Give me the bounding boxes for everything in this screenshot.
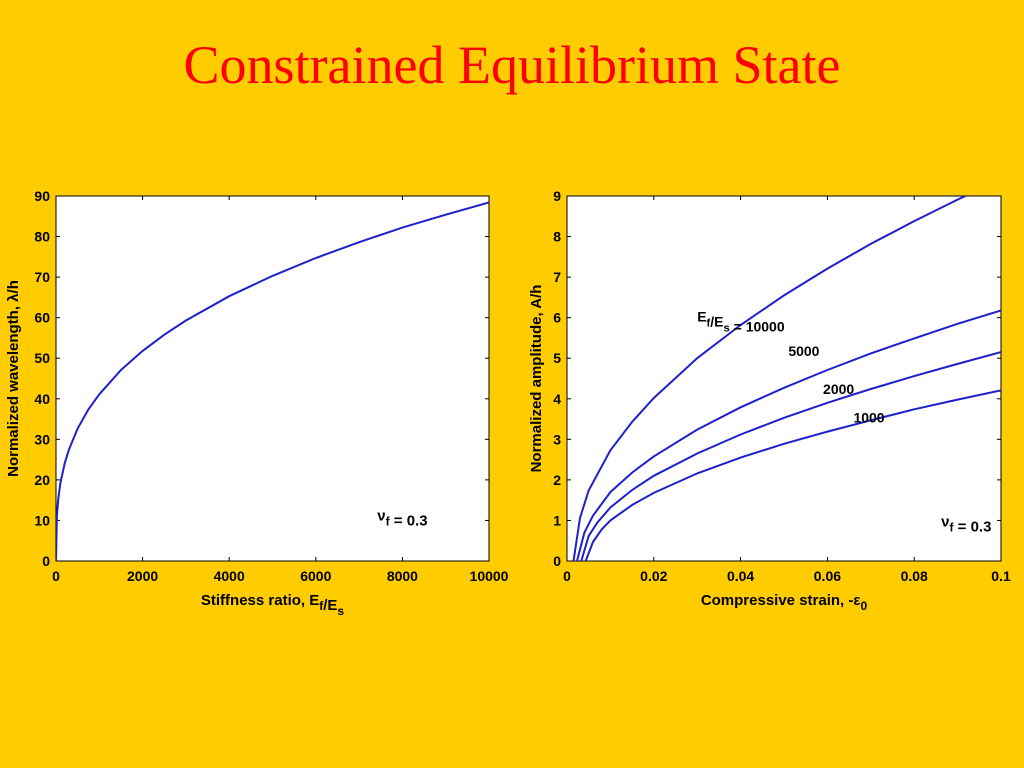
slide-title: Constrained Equilibrium State <box>183 35 841 95</box>
chart-2: 0 0.02 0.04 0.06 0.08 0.1 0 1 2 3 4 5 6 7 8 9 Compressiv… <box>528 188 1011 613</box>
y-tick-label: 30 <box>34 431 50 447</box>
y-tick-label: 6 <box>553 310 561 326</box>
y-tick-label: 5 <box>553 350 561 366</box>
y-tick-label: 2 <box>553 472 561 488</box>
y-tick-label: 7 <box>553 269 561 285</box>
x-axis-label: Compressive strain, -ε0 <box>701 592 868 613</box>
x-tick-label: 0.04 <box>727 568 754 584</box>
y-tick-label: 70 <box>34 269 50 285</box>
y-tick-label: 3 <box>553 431 561 447</box>
series-label-4: 1000 <box>853 409 884 425</box>
x-axis-label: Stiffness ratio, Ef/Es <box>201 592 345 618</box>
y-tick-label: 8 <box>553 229 561 245</box>
y-axis-label: Normalized amplitude, A/h <box>528 285 545 473</box>
y-tick-label: 4 <box>553 391 561 407</box>
x-tick-label: 0.02 <box>640 568 667 584</box>
y-axis-label: Normalized wavelength, λ/h <box>5 280 22 477</box>
series-line-4 <box>584 389 1001 561</box>
y-tick-label: 20 <box>34 472 50 488</box>
x-tick-label: 2000 <box>127 568 158 584</box>
plot-area <box>55 195 490 562</box>
x-tick-label: 0.1 <box>991 568 1011 584</box>
annotation: νf = 0.3 <box>377 507 427 529</box>
x-tick-label: 0 <box>563 568 571 584</box>
y-tick-label: 10 <box>34 512 50 528</box>
series-line-3 <box>580 351 1001 561</box>
x-tick-label: 0 <box>52 568 60 584</box>
series-label-2: 5000 <box>788 343 819 359</box>
chart-1: 0 2000 4000 6000 8000 10000 0 10 20 30 40 50 60 70 80 9… <box>5 188 509 618</box>
y-tick-label: 0 <box>553 553 561 569</box>
x-tick-label: 0.06 <box>814 568 841 584</box>
series-label-1: Ef/Es = 10000 <box>697 309 785 335</box>
x-tick-label: 0.08 <box>901 568 928 584</box>
y-tick-label: 1 <box>553 512 561 528</box>
x-tick-label: 6000 <box>300 568 331 584</box>
plot-area <box>566 195 1002 562</box>
x-tick-label: 8000 <box>387 568 418 584</box>
y-tick-label: 40 <box>34 391 50 407</box>
x-tick-label: 10000 <box>470 568 509 584</box>
y-tick-label: 80 <box>34 229 50 245</box>
annotation: νf = 0.3 <box>941 514 991 536</box>
y-tick-label: 60 <box>34 310 50 326</box>
x-tick-label: 4000 <box>214 568 245 584</box>
y-tick-label: 9 <box>553 188 561 204</box>
y-tick-label: 90 <box>34 188 50 204</box>
series-line-1 <box>56 201 489 561</box>
series-line-2 <box>576 309 1001 561</box>
series-line-1 <box>572 196 968 561</box>
y-tick-label: 0 <box>42 553 50 569</box>
y-tick-label: 50 <box>34 350 50 366</box>
series-label-3: 2000 <box>823 381 854 397</box>
